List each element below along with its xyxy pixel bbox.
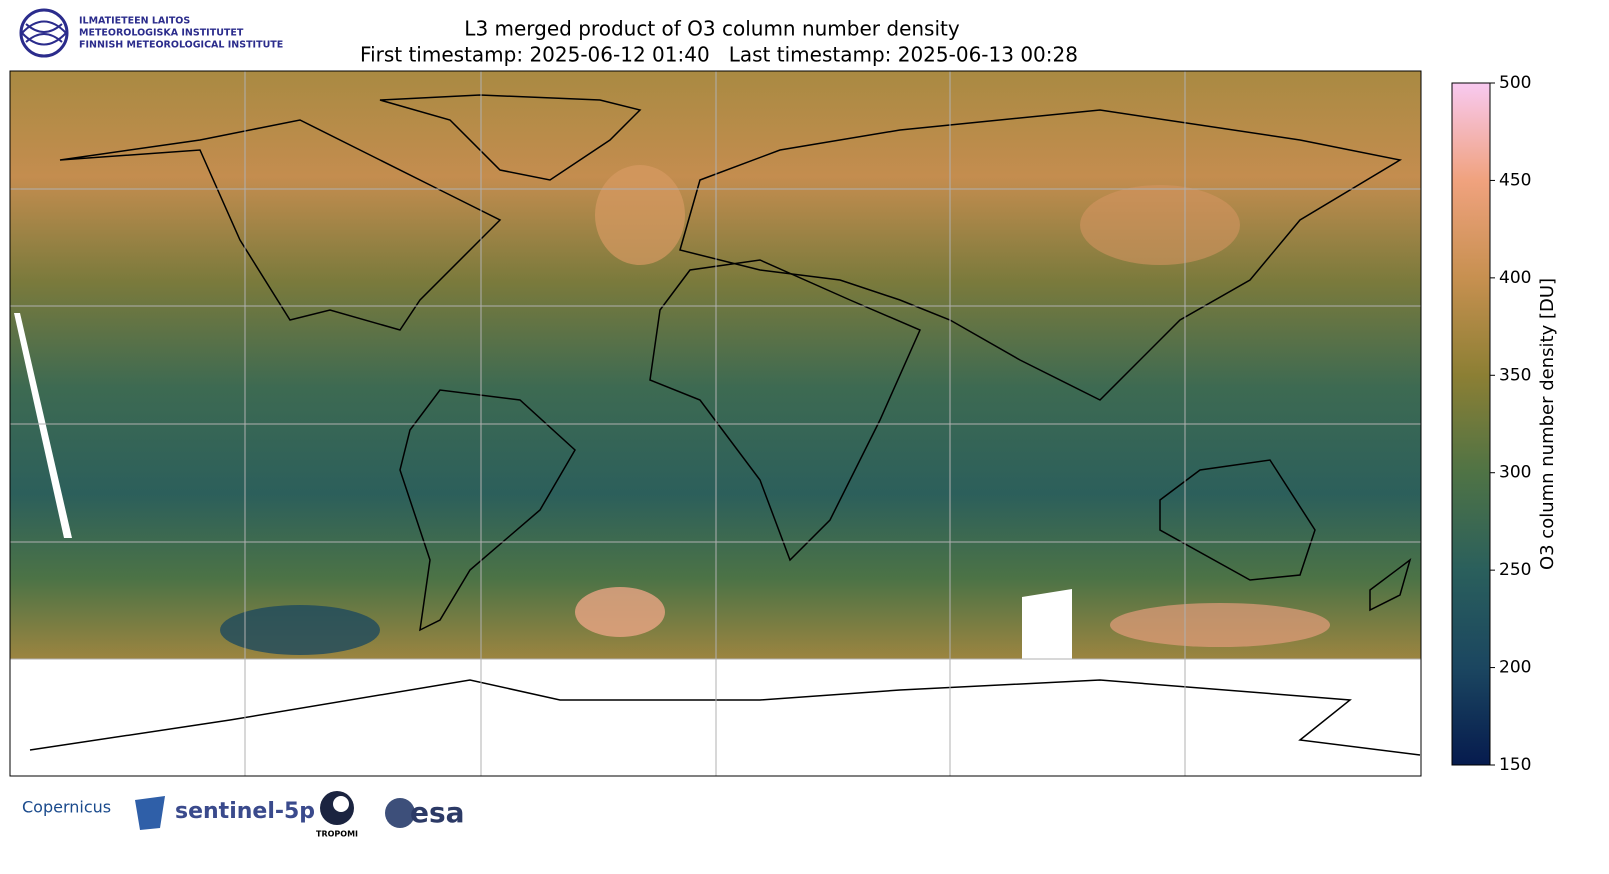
map-frame <box>9 70 1422 777</box>
logo-sentinel: sentinel-5p <box>175 799 315 824</box>
logo-fmi: ILMATIETEEN LAITOS METEOROLOGISKA INSTIT… <box>19 8 283 58</box>
logo-copernicus: Copernicus <box>22 798 111 817</box>
colorbar-tick-label: 150 <box>1499 755 1531 775</box>
no-data <box>14 313 72 538</box>
colorbar-tick-label: 500 <box>1499 73 1531 93</box>
logo-text: FINNISH METEOROLOGICAL INSTITUTE <box>79 40 283 51</box>
colorbar-tick-label: 300 <box>1499 463 1531 483</box>
colorbar: 150 200 250 300 350 400 450 500 <box>1451 73 1531 775</box>
colorbar-fill <box>1451 82 1491 766</box>
field-patch <box>595 165 685 265</box>
title: L3 merged product of O3 column number de… <box>464 17 960 41</box>
field-patch <box>575 587 665 637</box>
colorbar-tick-label: 350 <box>1499 365 1531 385</box>
colorbar-tick-label: 400 <box>1499 268 1531 288</box>
logo-icon <box>135 796 165 830</box>
field-patch <box>220 605 380 655</box>
logo-text: ILMATIETEEN LAITOS <box>79 16 190 27</box>
colorbar-label: O3 column number density [DU] <box>1537 278 1558 570</box>
coastlines <box>29 94 1421 756</box>
colorbar-tick-label: 250 <box>1499 560 1531 580</box>
map <box>9 70 1422 777</box>
field-patch <box>1110 603 1330 647</box>
logo-icon <box>385 798 415 828</box>
field-patch <box>1080 185 1240 265</box>
no-data <box>1022 589 1072 659</box>
colorbar-tick-label: 450 <box>1499 170 1531 190</box>
subtitle: First timestamp: 2025-06-12 01:40 Last t… <box>360 43 1078 67</box>
graticule <box>10 71 1421 776</box>
footer-logos: Copernicus sentinel-5p TROPOMI esa <box>22 791 465 839</box>
colorbar-tick-label: 200 <box>1499 658 1531 678</box>
logo-esa: esa <box>410 796 465 829</box>
logo-icon <box>333 796 349 812</box>
logo-tropomi: TROPOMI <box>316 830 358 839</box>
logo-text: METEOROLOGISKA INSTITUTET <box>79 28 244 39</box>
